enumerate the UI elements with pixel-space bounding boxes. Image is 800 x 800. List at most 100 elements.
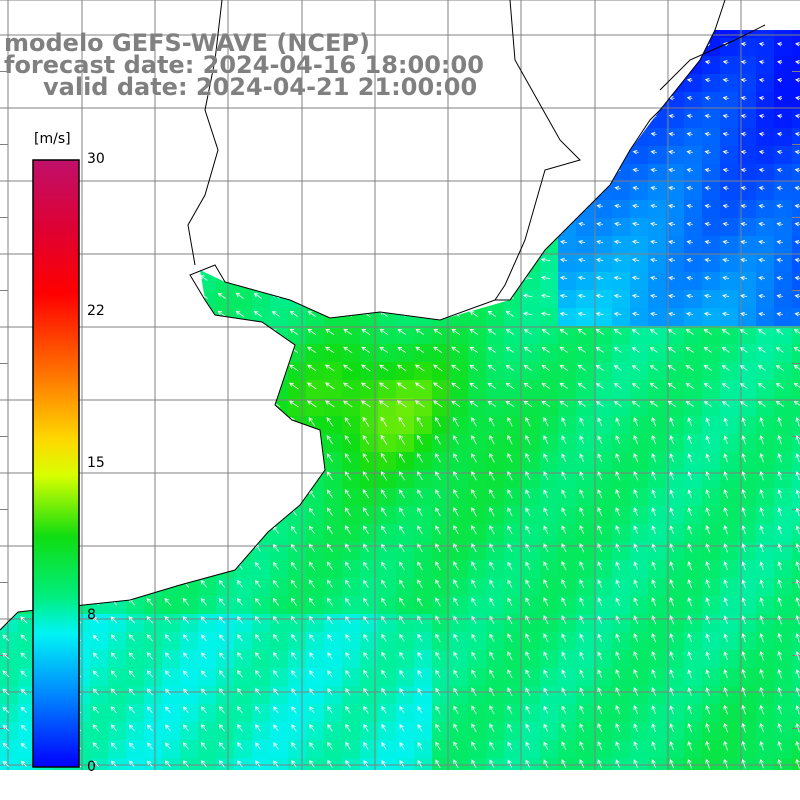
wind-arrow	[650, 221, 658, 227]
wind-arrow	[759, 758, 764, 769]
wind-arrow	[307, 382, 317, 390]
wind-arrow	[577, 346, 587, 353]
wind-arrow	[20, 706, 28, 714]
wind-arrow	[795, 596, 800, 607]
wind-arrow	[559, 293, 568, 299]
wind-arrow	[218, 688, 225, 696]
wind-arrow	[399, 723, 405, 732]
wind-arrow	[703, 365, 712, 371]
wind-arrow	[541, 347, 550, 353]
wind-arrow	[254, 597, 261, 606]
wind-arrow	[505, 365, 514, 371]
wind-arrow	[540, 311, 551, 317]
wind-arrow	[651, 561, 656, 571]
wind-arrow	[740, 239, 747, 245]
wind-arrow	[453, 489, 459, 499]
wind-arrow	[759, 543, 764, 553]
wind-arrow	[579, 417, 585, 427]
wind-arrow	[453, 615, 459, 624]
wind-arrow	[398, 471, 405, 481]
wind-arrow	[417, 651, 423, 660]
wind-arrow	[110, 706, 118, 714]
wind-arrow	[631, 365, 640, 371]
wind-arrow	[631, 383, 640, 389]
wind-arrow	[489, 633, 495, 642]
wind-arrow	[597, 615, 603, 624]
wind-arrow	[723, 489, 728, 499]
wind-arrow	[434, 416, 441, 427]
wind-arrow	[380, 434, 388, 445]
wind-arrow	[559, 382, 569, 389]
wind-arrow	[417, 597, 423, 607]
wind-arrow	[291, 670, 297, 678]
wind-arrow	[705, 669, 710, 679]
wind-arrow	[489, 741, 495, 750]
wind-arrow	[757, 383, 766, 389]
wind-arrow	[507, 759, 513, 768]
wind-arrow	[397, 328, 407, 335]
wind-arrow	[759, 722, 764, 733]
wind-arrow	[705, 705, 710, 715]
wind-arrow	[723, 543, 728, 553]
wind-arrow	[217, 293, 226, 299]
wind-arrow	[795, 561, 800, 571]
wind-arrow	[560, 239, 568, 245]
wind-arrow	[273, 561, 279, 570]
wind-arrow	[721, 401, 730, 407]
wind-arrow	[561, 615, 567, 625]
wind-arrow	[396, 382, 407, 390]
wind-arrow	[308, 525, 315, 534]
wind-arrow	[20, 616, 28, 624]
wind-arrow	[704, 167, 711, 173]
wind-arrow	[525, 759, 531, 768]
wind-arrow	[398, 452, 406, 463]
wind-arrow	[146, 670, 154, 678]
wind-arrow	[471, 417, 477, 427]
wind-arrow	[669, 759, 675, 769]
wind-arrow	[291, 525, 297, 534]
wind-arrow	[759, 525, 764, 535]
wind-arrow	[471, 489, 477, 499]
wind-arrow	[597, 579, 603, 589]
wind-arrow	[453, 507, 459, 517]
wind-arrow	[633, 543, 639, 553]
wind-arrow	[543, 561, 549, 571]
wind-arrow	[110, 742, 117, 750]
wind-arrow	[110, 634, 117, 642]
wind-arrow	[543, 543, 549, 553]
wind-arrow	[398, 416, 406, 427]
wind-arrow	[631, 347, 640, 353]
wind-arrow	[291, 724, 297, 732]
wind-arrow	[777, 453, 782, 463]
wind-arrow	[543, 507, 549, 517]
wind-arrow	[687, 705, 692, 715]
wind-arrow	[704, 203, 711, 209]
wind-arrow	[723, 471, 728, 481]
wind-arrow	[307, 311, 316, 317]
wind-arrow	[453, 416, 459, 427]
wind-arrow	[363, 615, 369, 624]
wind-arrow	[776, 221, 783, 227]
wind-arrow	[615, 561, 621, 571]
wind-arrow	[561, 525, 567, 535]
wind-arrow	[200, 579, 208, 588]
wind-arrow	[525, 669, 531, 679]
wind-arrow	[344, 471, 352, 481]
wind-arrow	[632, 185, 639, 191]
wind-arrow	[326, 543, 333, 553]
wind-arrow	[236, 724, 243, 732]
wind-arrow	[579, 633, 585, 642]
wind-arrow	[704, 275, 711, 281]
wind-arrow	[525, 453, 531, 463]
wind-arrow	[146, 634, 154, 642]
wind-arrow	[633, 435, 639, 445]
wind-arrow	[795, 489, 800, 499]
wind-arrow	[201, 670, 207, 678]
wind-arrow	[669, 651, 674, 661]
wind-arrow	[560, 257, 568, 263]
wind-arrow	[345, 615, 351, 624]
wind-arrow	[272, 597, 279, 606]
wind-arrow	[633, 723, 639, 733]
wind-arrow	[433, 400, 443, 408]
wind-arrow	[362, 434, 370, 445]
